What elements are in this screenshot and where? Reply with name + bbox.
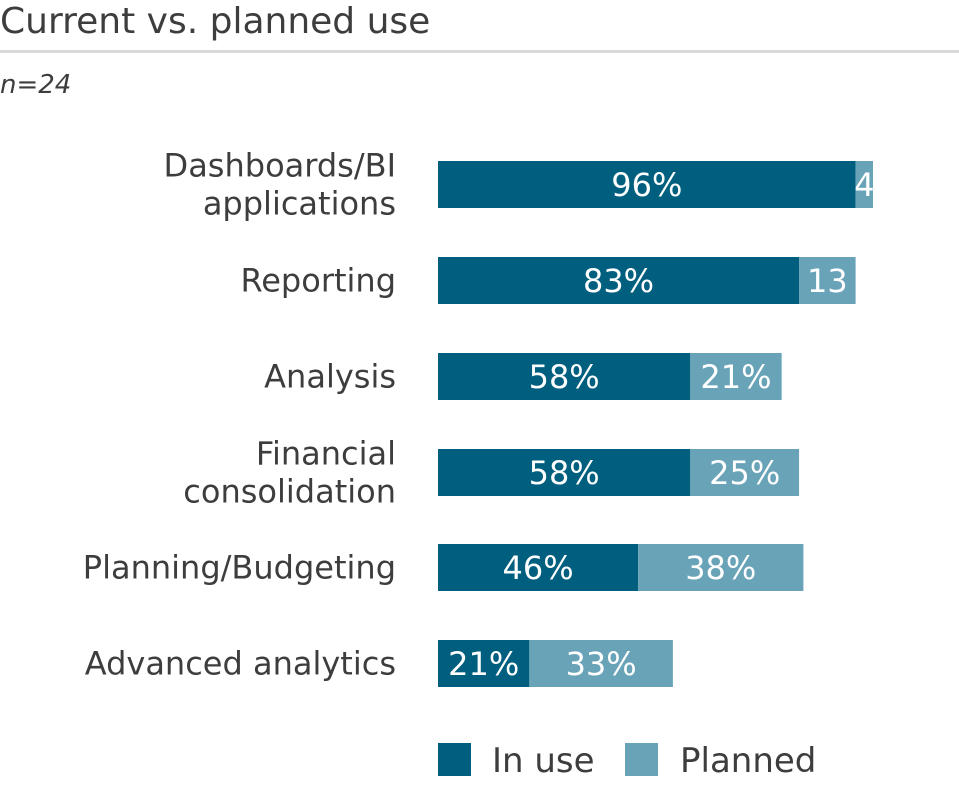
category-label: Analysis bbox=[264, 358, 396, 396]
legend-label-planned: Planned bbox=[680, 741, 816, 781]
bar-label-planned: 25% bbox=[709, 454, 780, 492]
bar-label-planned: 21% bbox=[700, 358, 771, 396]
category-label: Financial bbox=[256, 435, 396, 473]
bar-segment-planned bbox=[855, 161, 873, 208]
chart-subtitle: n=24 bbox=[0, 70, 72, 100]
category-label: applications bbox=[203, 185, 396, 223]
bar-label-in-use: 83% bbox=[583, 262, 654, 300]
bar-label-planned: 38% bbox=[685, 549, 756, 587]
bar-label-in-use: 96% bbox=[611, 166, 682, 204]
bar-segment-in-use bbox=[438, 544, 639, 591]
bar-segment-planned bbox=[690, 353, 782, 400]
bar-label-planned: 33% bbox=[566, 645, 637, 683]
title-divider bbox=[0, 50, 959, 53]
category-label: Planning/Budgeting bbox=[83, 549, 396, 587]
bar-segment-in-use bbox=[438, 161, 856, 208]
legend-swatch-in-use bbox=[438, 743, 471, 776]
bar-label-planned: 13 bbox=[807, 262, 848, 300]
bar-label-planned: 4 bbox=[854, 166, 874, 204]
bar-segment-planned bbox=[529, 640, 673, 687]
bar-segment-planned bbox=[638, 544, 804, 591]
legend-label-in-use: In use bbox=[492, 741, 595, 781]
bar-label-in-use: 46% bbox=[502, 549, 573, 587]
bar-label-in-use: 58% bbox=[529, 358, 600, 396]
chart-title: Current vs. planned use bbox=[0, 1, 431, 42]
category-label: Dashboards/BI bbox=[164, 147, 396, 185]
bar-segment-in-use bbox=[438, 353, 691, 400]
bar-segment-in-use bbox=[438, 640, 530, 687]
bar-segment-in-use bbox=[438, 449, 691, 496]
bar-label-in-use: 58% bbox=[529, 454, 600, 492]
bar-label-in-use: 21% bbox=[448, 645, 519, 683]
bar-segment-in-use bbox=[438, 257, 800, 304]
bar-segment-planned bbox=[799, 257, 856, 304]
category-label: Reporting bbox=[240, 262, 396, 300]
category-label: Advanced analytics bbox=[85, 645, 396, 683]
legend-swatch-planned bbox=[625, 743, 658, 776]
category-label: consolidation bbox=[183, 473, 396, 511]
bar-segment-planned bbox=[690, 449, 800, 496]
